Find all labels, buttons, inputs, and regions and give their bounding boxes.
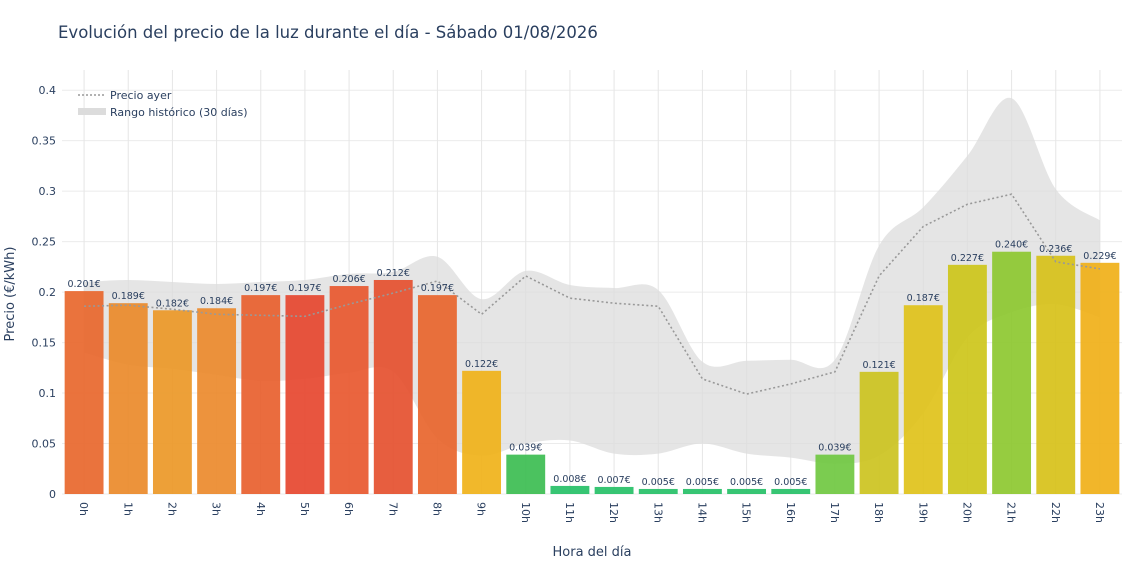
bar-15h <box>727 488 767 494</box>
x-tick-19h: 19h <box>916 502 929 523</box>
bar-0h <box>64 291 104 494</box>
bar-8h <box>417 295 457 494</box>
bar-22h <box>1036 255 1076 494</box>
bar-label-14h: 0.005€ <box>686 477 719 488</box>
bar-3h <box>197 308 237 494</box>
bar-12h <box>594 486 634 494</box>
x-axis-title: Hora del día <box>553 545 632 560</box>
x-tick-10h: 10h <box>519 502 532 523</box>
x-tick-8h: 8h <box>430 502 443 516</box>
bar-13h <box>638 488 678 494</box>
bar-14h <box>682 488 722 494</box>
bar-17h <box>815 454 855 494</box>
historical-range-shape <box>84 97 1100 464</box>
bar-label-15h: 0.005€ <box>730 477 763 488</box>
bar-value-labels: 0.201€ 0.189€ 0.182€ 0.184€ 0.197€ 0.197€ 0.20… <box>67 240 1116 488</box>
historical-range-area <box>84 97 1100 464</box>
x-tick-12h: 12h <box>607 502 620 523</box>
bar-label-3h: 0.184€ <box>200 296 233 307</box>
bar-5h <box>285 295 325 494</box>
bar-20h <box>947 264 987 494</box>
bar-label-9h: 0.122€ <box>465 359 498 370</box>
bar-label-12h: 0.007€ <box>597 475 630 486</box>
x-tick-2h: 2h <box>165 502 178 516</box>
yesterday-line-path <box>84 193 1101 395</box>
x-tick-3h: 3h <box>210 502 223 516</box>
bar-2h <box>152 310 192 494</box>
y-tick-0: 0 <box>49 488 56 501</box>
y-tick-3: 0.15 <box>32 337 57 350</box>
y-tick-4: 0.2 <box>39 286 57 299</box>
bars <box>64 251 1120 494</box>
bar-18h <box>859 371 899 494</box>
bar-16h <box>771 488 811 494</box>
y-tick-1: 0.05 <box>32 438 57 451</box>
bar-label-13h: 0.005€ <box>642 477 675 488</box>
x-tick-11h: 11h <box>563 502 576 523</box>
bar-1h <box>108 303 148 494</box>
bar-label-11h: 0.008€ <box>553 474 586 485</box>
y-axis-ticks: 0 0.05 0.1 0.15 0.2 0.25 0.3 0.35 0.4 <box>32 84 57 501</box>
y-axis-title: Precio (€/kWh) <box>3 247 18 342</box>
x-tick-0h: 0h <box>77 502 90 516</box>
x-tick-4h: 4h <box>254 502 267 516</box>
bar-6h <box>329 286 369 494</box>
bar-label-23h: 0.229€ <box>1083 251 1116 262</box>
bar-9h <box>462 370 502 494</box>
legend-area-swatch <box>78 108 106 115</box>
x-tick-15h: 15h <box>740 502 753 523</box>
x-tick-17h: 17h <box>828 502 841 523</box>
y-tick-8: 0.4 <box>39 84 57 97</box>
bar-11h <box>550 485 590 494</box>
bar-23h <box>1080 262 1120 494</box>
bar-label-10h: 0.039€ <box>509 443 542 454</box>
bar-label-2h: 0.182€ <box>156 298 189 309</box>
bar-4h <box>241 295 281 494</box>
legend-label-range: Rango histórico (30 días) <box>110 106 248 119</box>
bar-label-7h: 0.212€ <box>377 268 410 279</box>
yesterday-price-line <box>84 193 1101 395</box>
y-tick-7: 0.35 <box>32 135 57 148</box>
bar-label-5h: 0.197€ <box>288 283 321 294</box>
y-tick-6: 0.3 <box>39 185 57 198</box>
bar-label-8h: 0.197€ <box>421 283 454 294</box>
x-tick-9h: 9h <box>475 502 488 516</box>
bar-label-16h: 0.005€ <box>774 477 807 488</box>
bar-label-6h: 0.206€ <box>332 274 365 285</box>
x-tick-23h: 23h <box>1093 502 1106 523</box>
x-tick-18h: 18h <box>872 502 885 523</box>
bar-10h <box>506 454 546 494</box>
x-tick-14h: 14h <box>695 502 708 523</box>
x-tick-13h: 13h <box>651 502 664 523</box>
x-tick-6h: 6h <box>342 502 355 516</box>
y-tick-5: 0.25 <box>32 236 57 249</box>
y-tick-2: 0.1 <box>39 387 57 400</box>
bar-label-19h: 0.187€ <box>907 293 940 304</box>
x-tick-5h: 5h <box>298 502 311 516</box>
bar-label-4h: 0.197€ <box>244 283 277 294</box>
bar-21h <box>992 251 1032 494</box>
bar-label-17h: 0.039€ <box>818 443 851 454</box>
x-tick-20h: 20h <box>960 502 973 523</box>
x-tick-22h: 22h <box>1049 502 1062 523</box>
bar-label-21h: 0.240€ <box>995 240 1028 251</box>
bar-label-0h: 0.201€ <box>67 279 100 290</box>
x-axis-ticks: 0h 1h 2h 3h 4h 5h 6h 7h 8h 9h 10h 11h 12h 13h 14h 15h 16… <box>77 502 1106 523</box>
bar-7h <box>373 279 413 494</box>
bar-label-22h: 0.236€ <box>1039 244 1072 255</box>
bar-label-1h: 0.189€ <box>112 291 145 302</box>
bar-label-18h: 0.121€ <box>862 360 895 371</box>
x-tick-7h: 7h <box>386 502 399 516</box>
legend-label-yesterday: Precio ayer <box>110 89 172 102</box>
bar-19h <box>903 305 943 494</box>
legend: Precio ayer Rango histórico (30 días) <box>78 89 248 119</box>
x-tick-21h: 21h <box>1005 502 1018 523</box>
chart-title: Evolución del precio de la luz durante e… <box>58 23 598 42</box>
x-tick-16h: 16h <box>784 502 797 523</box>
bar-label-20h: 0.227€ <box>951 253 984 264</box>
x-tick-1h: 1h <box>121 502 134 516</box>
